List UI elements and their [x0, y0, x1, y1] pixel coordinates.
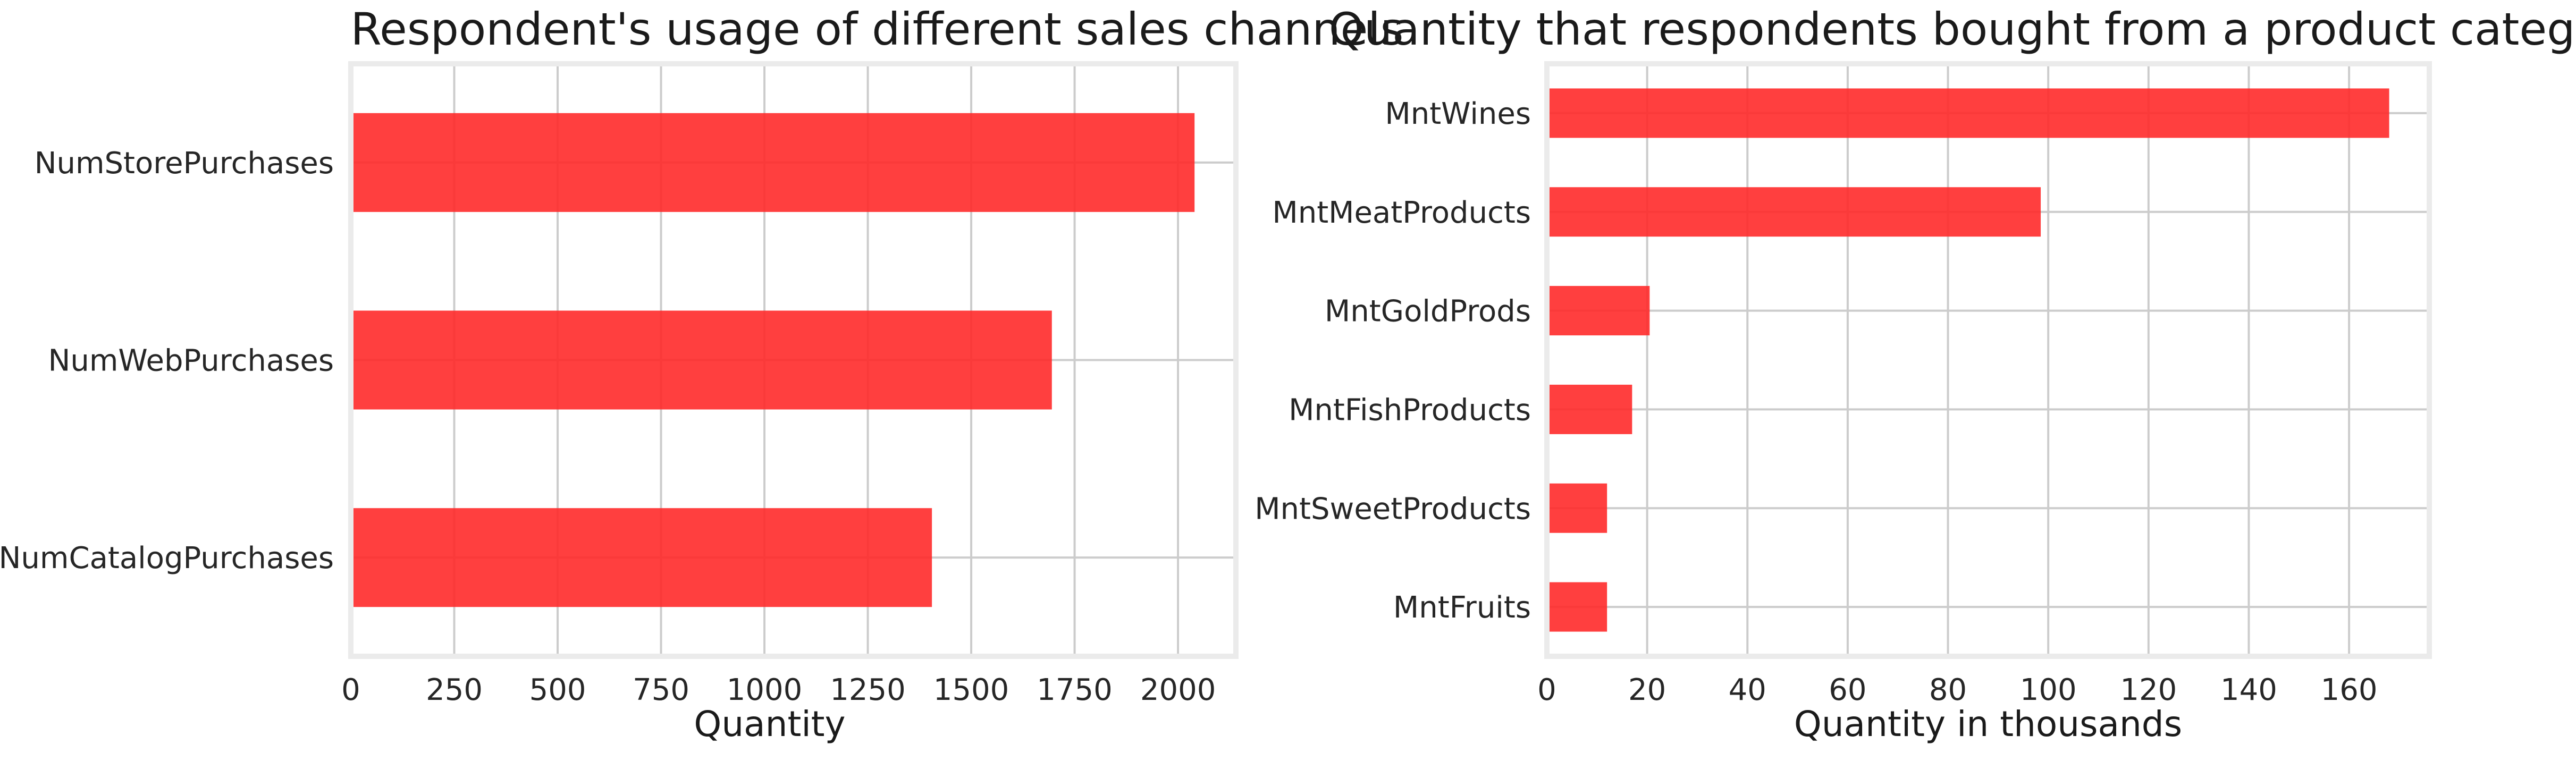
- gridlines: [1546, 64, 2429, 656]
- y-tick-label: MntMeatProducts: [1272, 196, 1531, 230]
- y-tick-label: MntWines: [1385, 97, 1531, 131]
- x-tick-label: 1000: [727, 673, 803, 707]
- x-tick-label: 750: [633, 673, 689, 707]
- x-tick-label: 80: [1929, 673, 1967, 707]
- x-tick-label: 2000: [1140, 673, 1216, 707]
- x-tick-label: 20: [1628, 673, 1666, 707]
- x-tick-label: 140: [2220, 673, 2277, 707]
- x-tick-label: 120: [2120, 673, 2177, 707]
- bar-mntfishproducts: [1547, 384, 1632, 434]
- y-tick-label: MntFishProducts: [1289, 393, 1531, 427]
- bars: [351, 113, 1195, 607]
- bar-numcatalogpurchases: [351, 508, 932, 607]
- plot-frame: [1544, 61, 2432, 659]
- chart-title: Respondent's usage of different sales ch…: [351, 3, 1404, 55]
- x-tick-label: 1250: [830, 673, 906, 707]
- plot-frame: [348, 61, 1239, 659]
- bar-numwebpurchases: [351, 310, 1052, 410]
- x-tick-label: 160: [2321, 673, 2378, 707]
- y-tick-labels: NumStorePurchases NumWebPurchases NumCatal…: [0, 146, 334, 576]
- bar-mntgoldprods: [1547, 286, 1650, 336]
- x-tick-label: 60: [1829, 673, 1866, 707]
- x-tick-label: 500: [529, 673, 586, 707]
- x-axis-label: Quantity in thousands: [1794, 704, 2182, 745]
- chart-sales-channels: Respondent's usage of different sales ch…: [0, 3, 1403, 745]
- y-tick-labels: MntWines MntMeatProducts MntGoldProds MntFi…: [1255, 97, 1531, 625]
- bar-mntfruits: [1547, 582, 1607, 632]
- y-tick-label: NumStorePurchases: [35, 146, 334, 181]
- bar-mntsweetproducts: [1547, 483, 1607, 533]
- bar-mntmeatproducts: [1547, 187, 2041, 237]
- x-tick-label: 100: [2020, 673, 2077, 707]
- bar-numstorepurchases: [351, 113, 1195, 212]
- x-tick-label: 1500: [933, 673, 1009, 707]
- y-tick-label: MntSweetProducts: [1255, 492, 1531, 526]
- x-tick-label: 250: [426, 673, 483, 707]
- bars: [1547, 88, 2389, 632]
- y-tick-label: MntGoldProds: [1325, 294, 1531, 329]
- x-tick-labels: 0 20 40 60 80 100 120 140 160: [1537, 673, 2377, 707]
- y-tick-label: NumWebPurchases: [48, 344, 334, 378]
- y-tick-label: NumCatalogPurchases: [0, 541, 334, 576]
- x-tick-label: 40: [1729, 673, 1766, 707]
- x-axis-label: Quantity: [694, 704, 845, 745]
- x-tick-label: 0: [1537, 673, 1556, 707]
- chart-product-categories: Quantity that respondents bought from a …: [1255, 3, 2576, 745]
- chart-title: Quantity that respondents bought from a …: [1329, 3, 2576, 55]
- y-tick-label: MntFruits: [1393, 590, 1531, 625]
- bar-mntwines: [1547, 88, 2389, 138]
- x-tick-label: 0: [341, 673, 360, 707]
- x-tick-labels: 0 250 500 750 1000 1250 1500 1750 2000: [341, 673, 1216, 707]
- x-tick-label: 1750: [1037, 673, 1113, 707]
